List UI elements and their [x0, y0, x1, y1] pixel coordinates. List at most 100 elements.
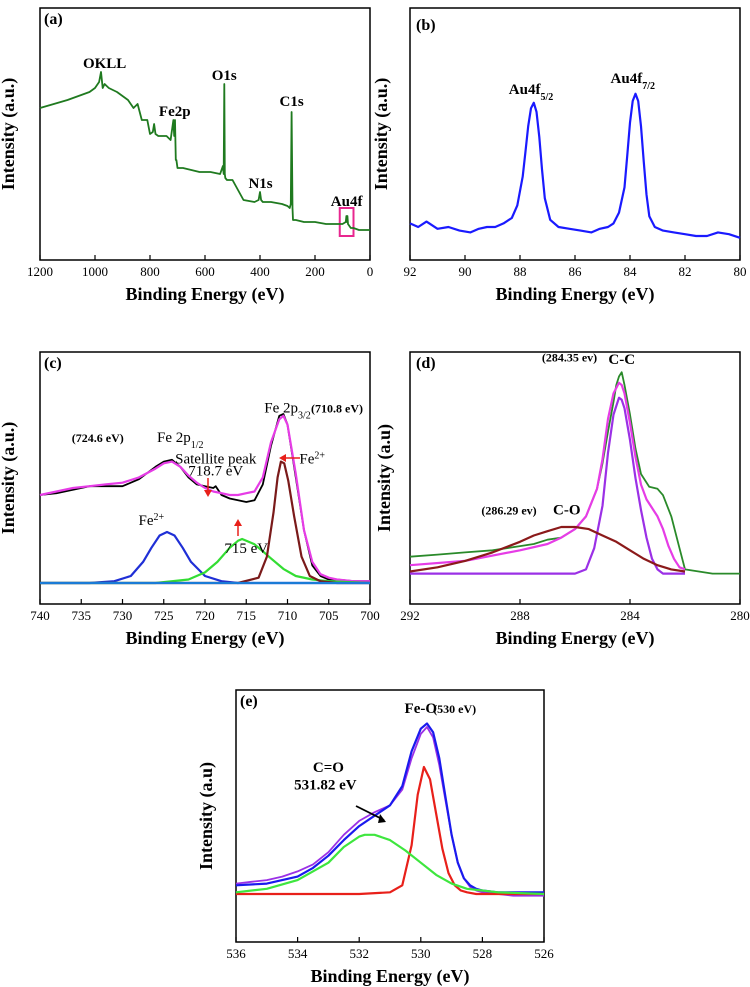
- annotation: Fe 2p3/2: [264, 400, 311, 421]
- x-tick-label: 725: [154, 608, 174, 623]
- series-au-4f: [409, 92, 741, 239]
- x-tick-label: 86: [569, 264, 583, 279]
- series-c-o: [235, 833, 545, 896]
- annotation: Fe2p: [159, 104, 191, 120]
- co-arrow-head: [378, 814, 386, 823]
- fe2-arrow-head: [279, 454, 286, 462]
- panel-e: 536 534 532 530 528 526 Binding Energy (eV) Int…: [196, 689, 554, 987]
- y-axis-label: Intensity (a.u.): [0, 78, 19, 191]
- annotation: (710.8 eV): [311, 401, 363, 415]
- satellite-715-arrow-head: [234, 519, 242, 526]
- x-axis-label: Binding Energy (eV): [125, 284, 284, 305]
- x-tick-label: 800: [140, 264, 160, 279]
- plot-frame: [409, 351, 741, 605]
- x-tick-label: 88: [514, 264, 527, 279]
- series-satellite-715-ev: [40, 537, 371, 585]
- annotation: 531.82 eV: [294, 778, 357, 794]
- panel-label: (d): [416, 355, 436, 372]
- y-axis-label: Intensity (a.u.): [371, 78, 392, 191]
- x-tick-label: 284: [620, 608, 640, 623]
- annotation: C=O: [313, 760, 344, 776]
- series-c-c: [410, 396, 685, 575]
- x-axis-label: Binding Energy (eV): [125, 628, 284, 649]
- series-survey: [39, 71, 370, 231]
- x-tick-label: 280: [730, 608, 750, 623]
- x-tick-label: 700: [360, 608, 380, 623]
- x-tick-label: 292: [400, 608, 420, 623]
- annotation: Fe2+: [139, 511, 165, 529]
- x-tick-label: 705: [319, 608, 339, 623]
- series-raw: [235, 726, 544, 897]
- x-axis-label: Binding Energy (eV): [310, 966, 469, 987]
- x-axis-label: Binding Energy (eV): [495, 628, 654, 649]
- panel-a: 1200 1000 800 600 400 200 0 Binding Energy (eV)…: [0, 7, 374, 305]
- annotation: Fe-O: [405, 701, 437, 717]
- x-tick-label: 84: [624, 264, 638, 279]
- x-tick-label: 92: [404, 264, 417, 279]
- panel-label: (a): [44, 11, 63, 28]
- x-tick-label: 730: [113, 608, 133, 623]
- annotation: 718.7 eV: [188, 464, 243, 480]
- series-envelope: [409, 381, 686, 571]
- plot-frame: [409, 7, 741, 261]
- panel-label: (b): [416, 17, 436, 34]
- x-tick-label: 530: [411, 946, 431, 961]
- x-tick-label: 740: [30, 608, 50, 623]
- annotation: Au4f7/2: [611, 71, 655, 92]
- x-tick-label: 90: [459, 264, 472, 279]
- y-axis-label: Intensity (a.u.): [0, 422, 19, 535]
- annotation: Au4f5/2: [509, 82, 553, 103]
- series-fe-o: [236, 765, 544, 896]
- panel-b: 92 90 88 86 84 82 80 Binding Energy (eV) Intensi…: [371, 7, 747, 305]
- series-raw: [409, 371, 740, 575]
- x-tick-label: 735: [72, 608, 92, 623]
- x-tick-label: 0: [367, 264, 374, 279]
- annotation: OKLL: [83, 56, 126, 72]
- series-envelope: [39, 414, 370, 583]
- au4f-highlight-box: [338, 207, 355, 237]
- x-tick-label: 715: [237, 608, 257, 623]
- x-tick-label: 720: [195, 608, 215, 623]
- x-tick-label: 710: [278, 608, 298, 623]
- annotation: (284.35 ev): [542, 351, 597, 365]
- x-tick-label: 528: [473, 946, 493, 961]
- x-tick-label: 288: [510, 608, 530, 623]
- annotation: 715 eV: [224, 541, 268, 557]
- panel-c: 740 735 730 725 720 715 710 705 700 Binding Energ…: [0, 351, 380, 649]
- plot-frame: [235, 689, 545, 943]
- annotation: (724.6 eV): [72, 431, 124, 445]
- x-tick-label: 526: [534, 946, 554, 961]
- panel-label: (c): [44, 355, 62, 372]
- x-tick-label: 82: [679, 264, 692, 279]
- annotation: C1s: [280, 94, 304, 110]
- annotation: Satellite peak: [175, 451, 257, 467]
- annotation: Au4f: [331, 194, 364, 210]
- annotation: N1s: [248, 176, 272, 192]
- x-tick-label: 600: [195, 264, 215, 279]
- x-tick-label: 200: [305, 264, 325, 279]
- y-axis-label: Intensity (a.u): [374, 424, 395, 532]
- y-axis-label: Intensity (a.u): [196, 762, 217, 870]
- series-envelope: [235, 722, 544, 894]
- series-c-o: [409, 525, 686, 573]
- x-tick-label: 532: [349, 946, 369, 961]
- x-tick-label: 1000: [82, 264, 108, 279]
- x-tick-label: 80: [734, 264, 747, 279]
- panel-d: 292 288 284 280 Binding Energy (eV) Intensity…: [374, 351, 750, 649]
- x-tick-label: 534: [288, 946, 308, 961]
- panel-label: (e): [240, 693, 258, 710]
- annotation: C-O: [553, 502, 581, 518]
- x-axis-label: Binding Energy (eV): [495, 284, 654, 305]
- annotation: Fe 2p1/2: [157, 430, 204, 451]
- annotation: (530 eV): [433, 702, 476, 716]
- x-tick-label: 536: [226, 946, 246, 961]
- x-tick-label: 1200: [27, 264, 53, 279]
- satellite-arrow-head: [204, 490, 212, 497]
- annotation: O1s: [212, 68, 237, 84]
- annotation: Fe2+: [299, 450, 325, 468]
- annotation: C-C: [608, 352, 635, 368]
- series-fe2-2p3-2: [40, 460, 370, 585]
- annotation: (286.29 ev): [481, 503, 536, 517]
- x-tick-label: 400: [250, 264, 270, 279]
